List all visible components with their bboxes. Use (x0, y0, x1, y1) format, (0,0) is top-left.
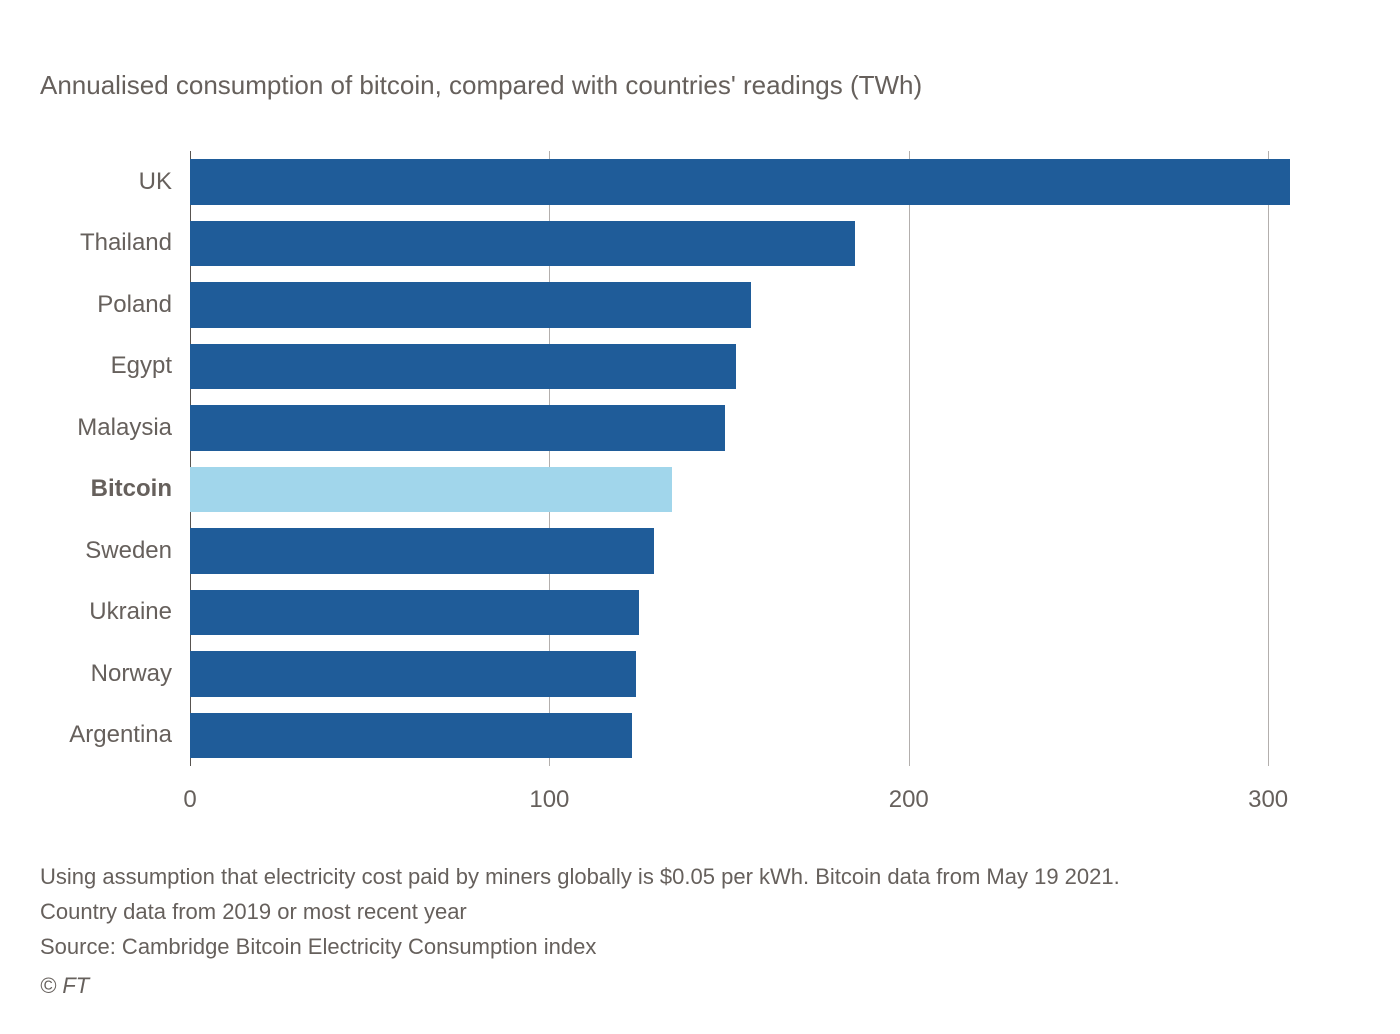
bar (190, 282, 751, 328)
bar (190, 713, 632, 759)
chart-subtitle: Annualised consumption of bitcoin, compa… (40, 70, 1340, 101)
bar-row (190, 151, 1340, 213)
bar-row (190, 520, 1340, 582)
bar-row (190, 459, 1340, 521)
category-label: Ukraine (40, 582, 190, 644)
category-label: Argentina (40, 705, 190, 767)
category-label: Bitcoin (40, 459, 190, 521)
chart-footer: Using assumption that electricity cost p… (40, 860, 1340, 1004)
x-tick-label: 200 (889, 786, 929, 814)
x-tick-label: 300 (1248, 786, 1288, 814)
x-tick-label: 100 (529, 786, 569, 814)
x-axis-ticks: 0100200300 (190, 786, 1340, 816)
footer-source: Source: Cambridge Bitcoin Electricity Co… (40, 930, 1340, 963)
x-tick-label: 0 (183, 786, 196, 814)
category-label: Norway (40, 643, 190, 705)
bar-row (190, 336, 1340, 398)
footer-note-1: Using assumption that electricity cost p… (40, 860, 1340, 893)
category-label: Poland (40, 274, 190, 336)
bar-row (190, 274, 1340, 336)
plot-area: UKThailandPolandEgyptMalaysiaBitcoinSwed… (40, 151, 1340, 816)
bar (190, 467, 672, 513)
category-label: Egypt (40, 336, 190, 398)
bar-row (190, 213, 1340, 275)
bar (190, 344, 736, 390)
chart-container: Annualised consumption of bitcoin, compa… (40, 40, 1340, 1004)
bar (190, 159, 1290, 205)
bar (190, 651, 636, 697)
category-label: Malaysia (40, 397, 190, 459)
category-label: Thailand (40, 213, 190, 275)
category-label: UK (40, 151, 190, 213)
category-label: Sweden (40, 520, 190, 582)
bars-column (190, 151, 1340, 766)
bar-row (190, 582, 1340, 644)
bar-row (190, 705, 1340, 767)
x-axis: 0 100 200 300 (40, 786, 1340, 816)
y-axis-labels: UKThailandPolandEgyptMalaysiaBitcoinSwed… (40, 151, 190, 766)
bar (190, 221, 855, 267)
bar-row (190, 643, 1340, 705)
bar (190, 590, 639, 636)
bar-row (190, 397, 1340, 459)
bar (190, 528, 654, 574)
bar (190, 405, 725, 451)
footer-copyright: © FT (40, 969, 1340, 1002)
bars-wrapper: UKThailandPolandEgyptMalaysiaBitcoinSwed… (40, 151, 1340, 766)
footer-note-2: Country data from 2019 or most recent ye… (40, 895, 1340, 928)
